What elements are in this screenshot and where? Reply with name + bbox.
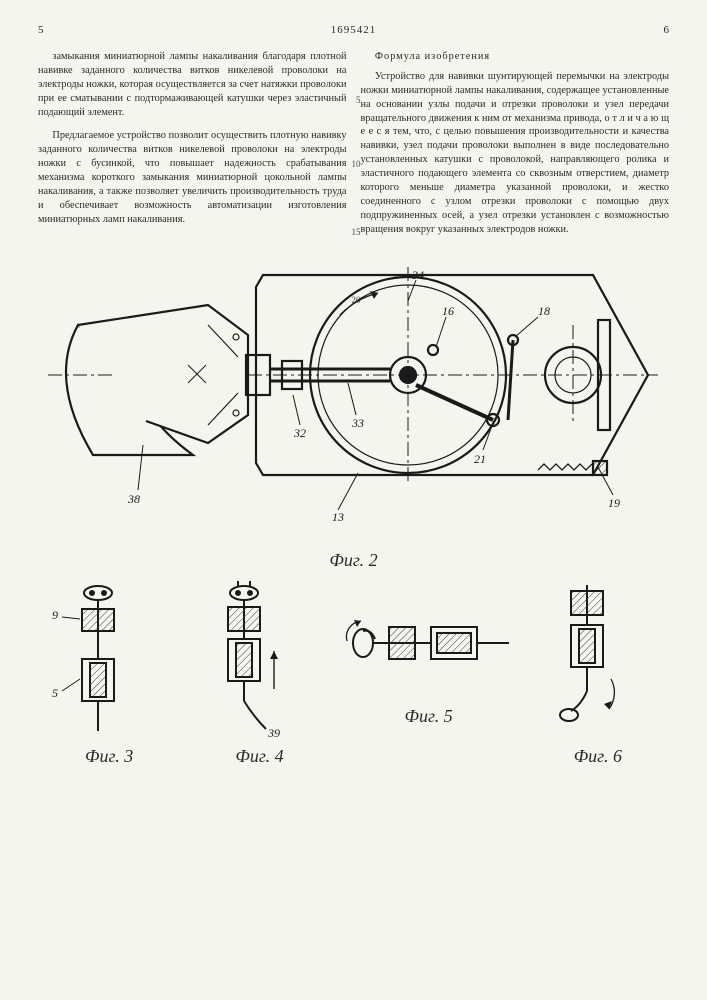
callout-9: 9 [52,608,58,622]
line-mark-10: 10 [351,158,361,170]
callout-33: 33 [351,416,364,430]
left-para-2: Предлагаемое устройство позволит осущест… [38,129,347,226]
right-column: 5 10 15 20 Формула изобретения Устройств… [361,50,670,247]
line-mark-5: 5 [351,94,361,106]
callout-39: 39 [267,726,280,740]
callout-18: 18 [538,304,550,318]
figure-2-caption: Фиг. 2 [38,550,669,571]
figure-3: 9 5 Фиг. 3 [38,581,180,761]
formula-title: Формула изобретения [361,50,670,64]
doc-number: 1695421 [68,24,639,36]
right-para-1: Устройство для навивки шунтирующей перем… [361,70,670,237]
figures-3-6-row: 9 5 Фиг. 3 [38,581,669,761]
figure-3-caption: Фиг. 3 [38,746,180,767]
page-header: 5 1695421 6 [38,24,669,36]
figure-5: Фиг. 5 [339,581,519,761]
callout-16: 16 [442,304,454,318]
figure-4: 39 Фиг. 4 [188,581,330,761]
figure-6-svg [527,581,647,741]
figure-2: 34 16 18 19 21 13 32 33 38 Фиг. 2 [38,265,669,565]
figure-4-caption: Фиг. 4 [188,746,330,767]
callout-21: 21 [474,452,486,466]
callout-34: 34 [411,268,424,282]
page-number-right: 6 [639,24,669,36]
callout-13: 13 [332,510,344,524]
callout-19: 19 [608,496,620,510]
page-number-left: 5 [38,24,68,36]
figures-area: 34 16 18 19 21 13 32 33 38 Фиг. 2 [38,265,669,761]
figure-6-caption: Фиг. 6 [527,746,669,767]
figure-3-svg: 9 5 [38,581,158,741]
figure-5-svg [339,581,519,701]
line-mark-15: 15 [351,226,361,238]
callout-5: 5 [52,686,58,700]
figure-6: Фиг. 6 [527,581,669,761]
figure-5-caption: Фиг. 5 [339,706,519,727]
figure-2-svg: 34 16 18 19 21 13 32 33 38 [38,265,668,545]
text-columns: замыкания миниатюрной лампы накаливания … [38,50,669,247]
figure-4-svg: 39 [188,581,308,741]
callout-32: 32 [293,426,306,440]
callout-38: 38 [127,492,140,506]
left-column: замыкания миниатюрной лампы накаливания … [38,50,347,247]
left-para-1: замыкания миниатюрной лампы накаливания … [38,50,347,119]
